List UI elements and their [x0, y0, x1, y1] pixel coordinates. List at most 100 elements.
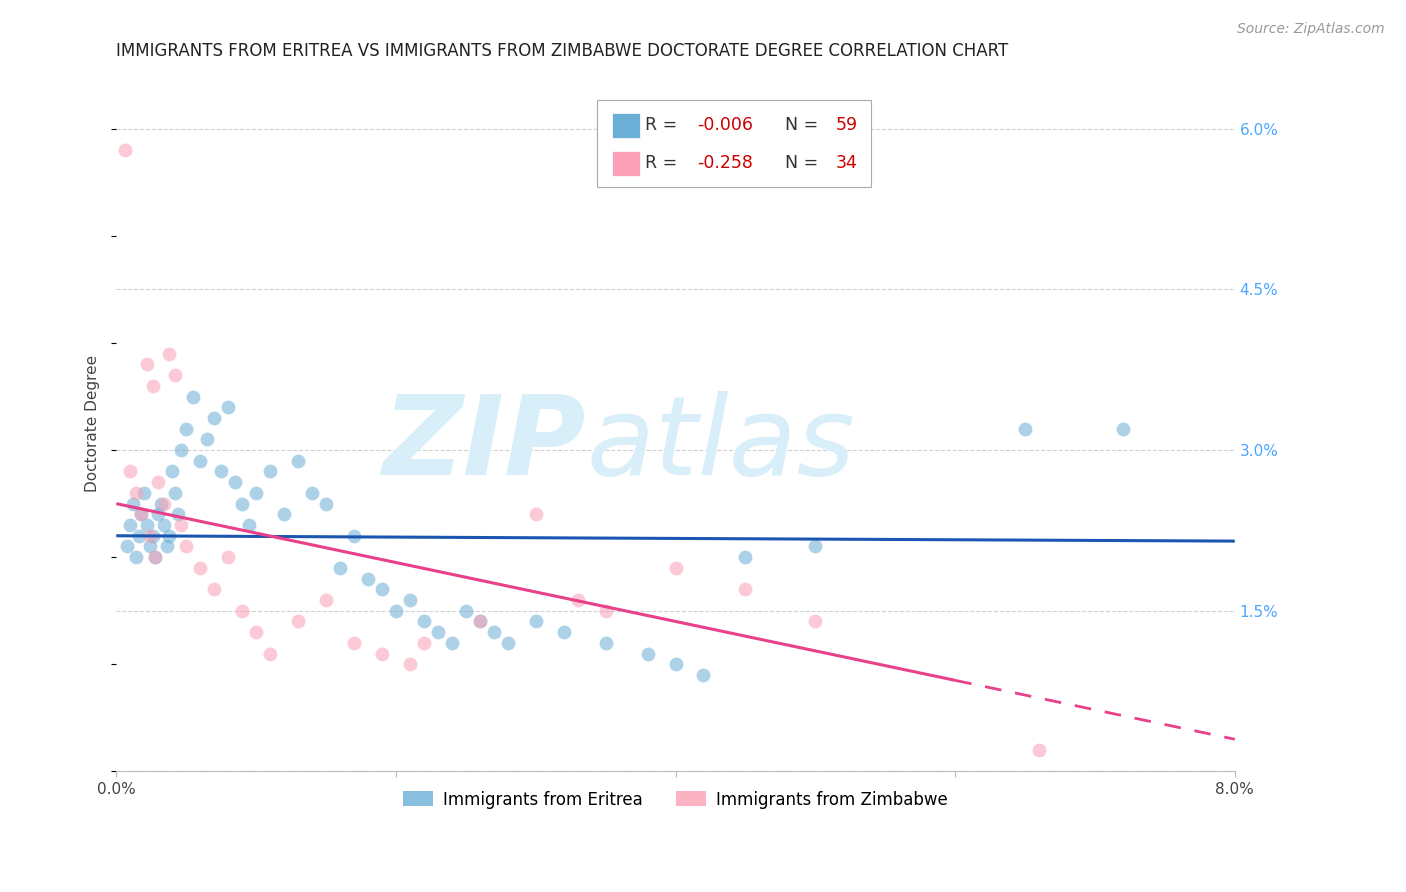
Point [188, 454, 211, 468]
Text: R =: R = [645, 154, 683, 172]
Text: N =: N = [773, 154, 824, 172]
Point [245, 486, 267, 500]
Text: -0.258: -0.258 [697, 154, 752, 172]
Point [357, 572, 380, 586]
Point [209, 465, 232, 479]
Point [169, 518, 191, 533]
Point [804, 615, 827, 629]
Text: 59: 59 [835, 117, 858, 135]
Point [692, 668, 714, 682]
Point [454, 604, 477, 618]
Point [1028, 743, 1050, 757]
Point [136, 358, 159, 372]
Point [371, 582, 394, 597]
Point [136, 518, 159, 533]
Point [553, 625, 575, 640]
Point [482, 625, 505, 640]
Text: N =: N = [773, 117, 824, 135]
Point [329, 561, 352, 575]
Point [153, 518, 176, 533]
Point [259, 647, 281, 661]
Point [148, 475, 170, 490]
Point [195, 433, 218, 447]
Point [139, 529, 162, 543]
Point [134, 486, 156, 500]
FancyBboxPatch shape [612, 151, 640, 176]
Point [315, 593, 337, 607]
Point [595, 636, 617, 650]
Point [343, 636, 366, 650]
Point [150, 497, 173, 511]
Point [160, 465, 183, 479]
Text: 34: 34 [835, 154, 858, 172]
Point [131, 508, 153, 522]
Point [412, 636, 434, 650]
Y-axis label: Doctorate Degree: Doctorate Degree [86, 355, 100, 491]
Point [1112, 422, 1135, 436]
Text: R =: R = [645, 117, 683, 135]
Point [734, 550, 756, 565]
Text: atlas: atlas [586, 391, 855, 498]
Point [174, 422, 197, 436]
Point [259, 465, 281, 479]
Point [217, 401, 239, 415]
Point [157, 529, 180, 543]
Point [163, 368, 186, 383]
Point [804, 540, 827, 554]
Point [231, 497, 253, 511]
Point [343, 529, 366, 543]
Point [157, 346, 180, 360]
Point [224, 475, 246, 490]
Point [120, 465, 142, 479]
Point [385, 604, 408, 618]
Text: ZIP: ZIP [382, 391, 586, 498]
Point [238, 518, 260, 533]
Point [145, 550, 167, 565]
Point [496, 636, 519, 650]
Point [166, 508, 188, 522]
Text: -0.006: -0.006 [697, 117, 752, 135]
Point [169, 443, 191, 458]
Point [245, 625, 267, 640]
Point [287, 615, 309, 629]
Point [131, 508, 153, 522]
Point [163, 486, 186, 500]
Point [142, 379, 165, 393]
Point [142, 529, 165, 543]
Point [125, 550, 148, 565]
FancyBboxPatch shape [598, 100, 872, 186]
Point [399, 593, 422, 607]
Point [468, 615, 491, 629]
Point [371, 647, 394, 661]
Point [122, 497, 145, 511]
Point [148, 508, 170, 522]
FancyBboxPatch shape [612, 113, 640, 138]
Text: Source: ZipAtlas.com: Source: ZipAtlas.com [1237, 22, 1385, 37]
Point [412, 615, 434, 629]
Point [155, 540, 177, 554]
Point [567, 593, 589, 607]
Point [181, 390, 204, 404]
Point [315, 497, 337, 511]
Point [139, 540, 162, 554]
Point [273, 508, 295, 522]
Point [174, 540, 197, 554]
Point [217, 550, 239, 565]
Point [664, 561, 686, 575]
Point [125, 486, 148, 500]
Point [426, 625, 449, 640]
Point [287, 454, 309, 468]
Point [301, 486, 323, 500]
Point [524, 508, 547, 522]
Text: IMMIGRANTS FROM ERITREA VS IMMIGRANTS FROM ZIMBABWE DOCTORATE DEGREE CORRELATION: IMMIGRANTS FROM ERITREA VS IMMIGRANTS FR… [117, 42, 1008, 60]
Point [202, 411, 225, 425]
Point [120, 518, 142, 533]
Point [399, 657, 422, 672]
Point [128, 529, 150, 543]
Point [231, 604, 253, 618]
Point [117, 540, 139, 554]
Point [153, 497, 176, 511]
Point [1014, 422, 1036, 436]
Point [664, 657, 686, 672]
Point [440, 636, 463, 650]
